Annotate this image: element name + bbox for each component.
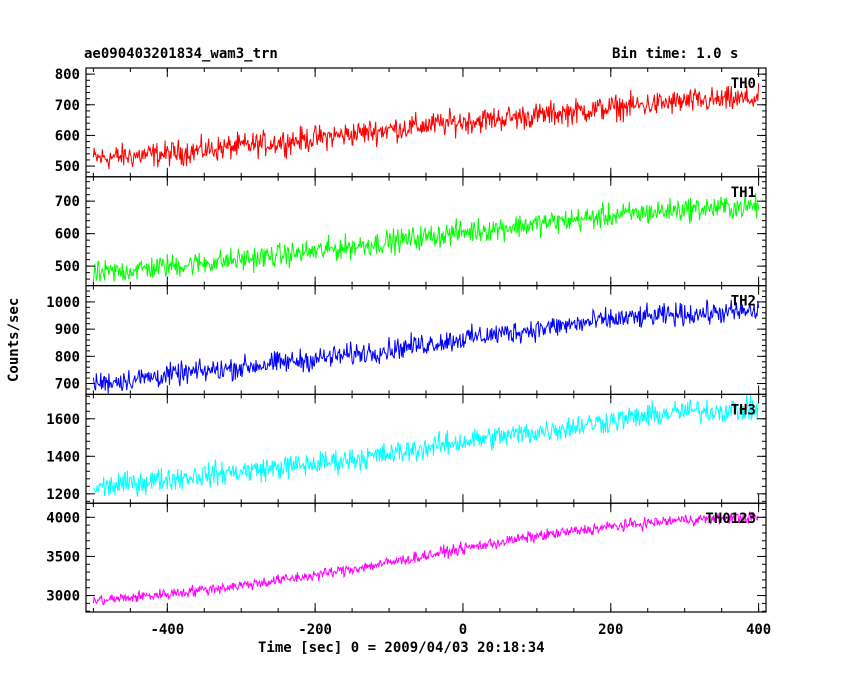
y-tick-label: 500 [55, 159, 80, 175]
panel-label-th3: TH3 [731, 402, 756, 418]
y-tick-label: 500 [55, 259, 80, 275]
panel-label-th1: TH1 [731, 185, 756, 201]
y-tick-label: 3000 [46, 589, 80, 605]
panel-label-th0123: TH0123 [705, 511, 756, 527]
y-tick-label: 900 [55, 322, 80, 338]
series-line-th3 [93, 394, 759, 497]
x-tick-label: 400 [746, 622, 771, 638]
x-tick-label: 0 [459, 622, 467, 638]
chart-title: ae090403201834_wam3_trn [84, 46, 278, 62]
y-tick-label: 1200 [46, 487, 80, 503]
y-tick-label: 1600 [46, 412, 80, 428]
panel-label-th0: TH0 [731, 76, 756, 92]
series-line-th0 [92, 83, 760, 170]
y-axis-label: Counts/sec [6, 297, 22, 382]
x-tick-label: -400 [150, 622, 184, 638]
x-tick-label: 200 [598, 622, 623, 638]
y-tick-label: 4000 [46, 510, 80, 526]
y-tick-label: 3500 [46, 549, 80, 565]
y-tick-label: 700 [55, 98, 80, 114]
panel-frame-th1 [85, 176, 767, 287]
y-tick-label: 700 [55, 194, 80, 210]
series-line-th0123 [92, 511, 759, 606]
y-tick-label: 600 [55, 128, 80, 144]
bin-time-label: Bin time: 1.0 s [612, 46, 739, 62]
y-tick-label: 600 [55, 227, 80, 243]
x-tick-label: -200 [298, 622, 332, 638]
y-tick-label: 700 [55, 377, 80, 393]
series-line-th2 [92, 299, 760, 394]
y-tick-label: 800 [55, 67, 80, 83]
y-tick-label: 1000 [46, 295, 80, 311]
y-tick-label: 800 [55, 349, 80, 365]
series-line-th1 [92, 193, 760, 282]
x-axis-label: Time [sec] 0 = 2009/04/03 20:18:34 [258, 640, 545, 656]
y-tick-label: 1400 [46, 449, 80, 465]
panel-label-th2: TH2 [731, 294, 756, 310]
